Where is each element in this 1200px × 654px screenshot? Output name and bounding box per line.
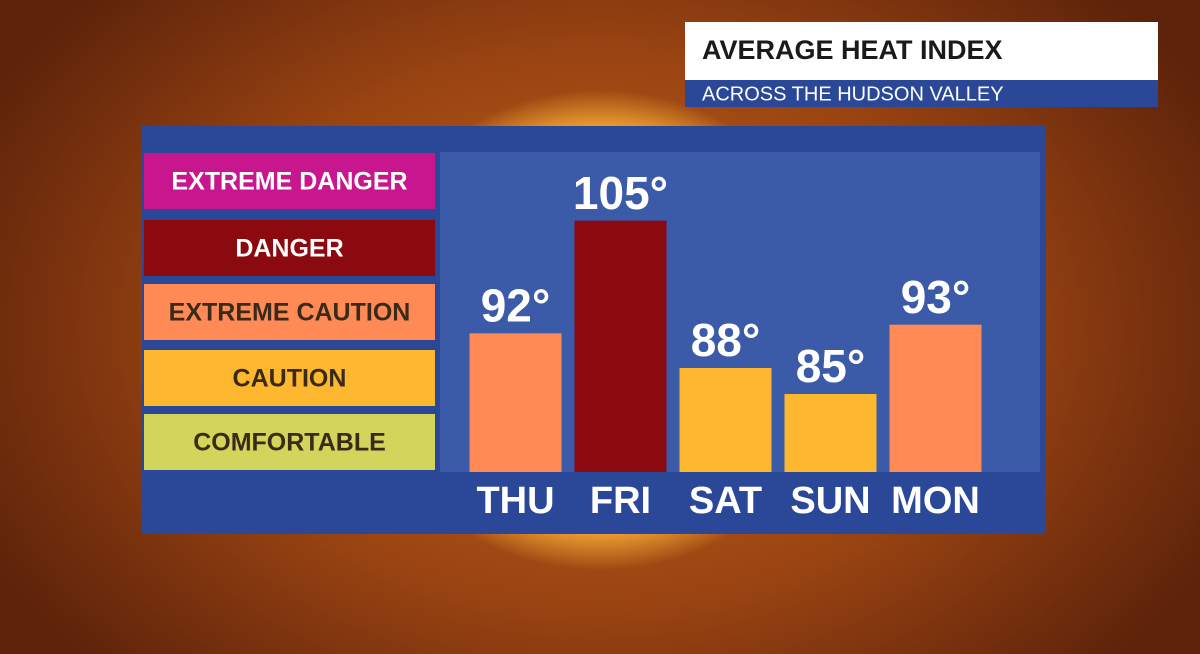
- legend-swatch: [144, 153, 435, 209]
- title-box: [685, 22, 1158, 80]
- value-label: 88°: [691, 314, 761, 366]
- x-tick-label: FRI: [590, 480, 651, 522]
- legend-label: EXTREME CAUTION: [169, 299, 411, 327]
- value-label: 85°: [796, 340, 866, 392]
- x-tick-label: THU: [476, 480, 554, 522]
- legend-swatch: [144, 350, 435, 406]
- x-tick-label: SUN: [790, 480, 870, 522]
- legend-swatch: [144, 284, 435, 340]
- bar: [679, 368, 772, 472]
- x-tick-label: MON: [891, 480, 980, 522]
- value-label: 105°: [573, 167, 668, 219]
- bar: [574, 220, 667, 472]
- x-tick-label: SAT: [689, 480, 762, 522]
- chart-subtitle: ACROSS THE HUDSON VALLEY: [702, 83, 1004, 105]
- value-label: 93°: [901, 271, 971, 323]
- legend-label: CAUTION: [233, 365, 347, 393]
- legend-swatch: [144, 414, 435, 470]
- legend-swatch: [144, 220, 435, 276]
- legend-label: COMFORTABLE: [193, 429, 386, 457]
- bar: [469, 333, 562, 472]
- bar: [889, 324, 982, 472]
- legend-label: EXTREME DANGER: [171, 168, 407, 196]
- legend-label: DANGER: [235, 235, 343, 263]
- bar: [784, 394, 877, 472]
- value-label: 92°: [481, 279, 551, 331]
- chart-title: AVERAGE HEAT INDEX: [702, 35, 1003, 65]
- subtitle-box: [685, 80, 1158, 107]
